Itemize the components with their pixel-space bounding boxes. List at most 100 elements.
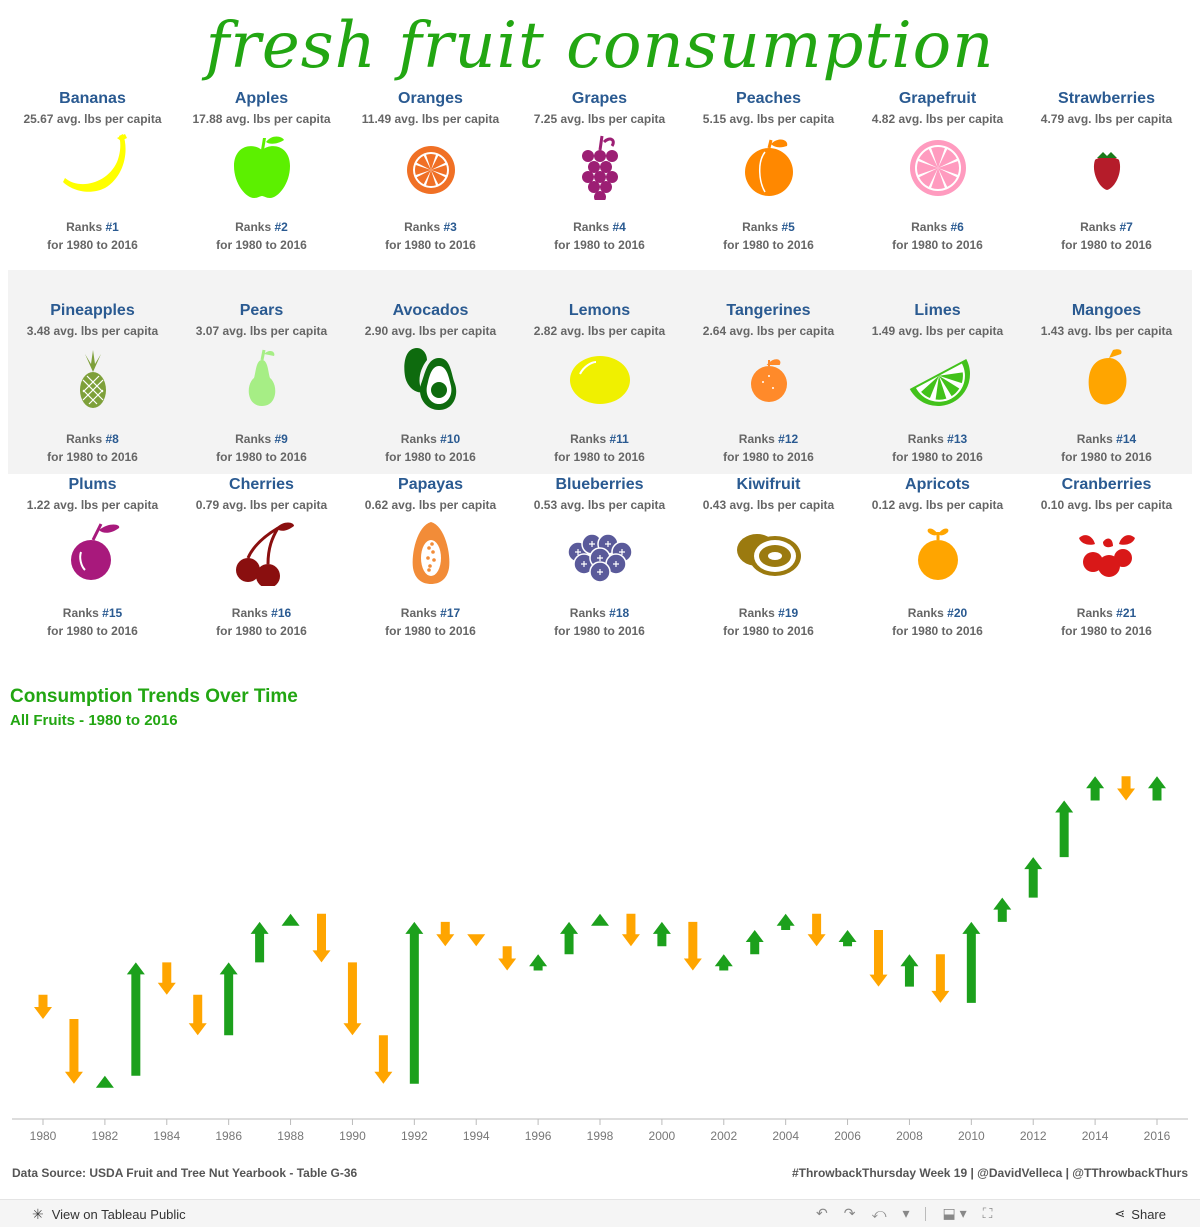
decrease-arrow[interactable]	[34, 994, 52, 1020]
fruit-card[interactable]: Pears 3.07 avg. lbs per capita Ranks #9 …	[177, 270, 346, 474]
increase-arrow[interactable]	[405, 921, 424, 1084]
view-on-tableau-link[interactable]: ✳ View on Tableau Public	[32, 1206, 186, 1223]
x-tick-label: 2000	[649, 1129, 676, 1143]
pineapple-icon	[79, 350, 106, 408]
fruit-period: for 1980 to 2016	[892, 624, 983, 638]
fruit-card[interactable]: Limes 1.49 avg. lbs per capita Ranks #13…	[853, 270, 1022, 474]
fruit-card[interactable]: Blueberries 0.53 avg. lbs per capita Ran…	[515, 474, 684, 678]
decrease-arrow[interactable]	[64, 1019, 83, 1084]
fruit-period: for 1980 to 2016	[1061, 624, 1152, 638]
increase-arrow[interactable]	[560, 921, 579, 955]
fruit-period: for 1980 to 2016	[723, 624, 814, 638]
rank-prefix: Ranks	[907, 606, 948, 620]
increase-arrow[interactable]	[900, 954, 919, 987]
fruit-card[interactable]: Peaches 5.15 avg. lbs per capita Ranks #…	[684, 88, 853, 292]
fruit-rank: Ranks #2	[177, 220, 346, 234]
decrease-arrow[interactable]	[188, 994, 207, 1036]
revert-icon[interactable]: ⤺	[871, 1205, 887, 1221]
fruit-avg: 0.43 avg. lbs per capita	[702, 498, 835, 512]
increase-arrow[interactable]	[250, 921, 269, 963]
fruit-period: for 1980 to 2016	[1061, 238, 1152, 252]
decrease-arrow[interactable]	[1117, 776, 1136, 801]
fruit-card[interactable]: Oranges 11.49 avg. lbs per capita Ranks …	[346, 88, 515, 292]
increase-arrow[interactable]	[1024, 857, 1043, 898]
fruit-card[interactable]: Pineapples 3.48 avg. lbs per capita Rank…	[8, 270, 177, 474]
rank-number: #12	[778, 432, 799, 446]
fruit-card[interactable]: Apricots 0.12 avg. lbs per capita Ranks …	[853, 474, 1022, 678]
fruit-period: for 1980 to 2016	[47, 450, 138, 464]
rank-number: #10	[440, 432, 461, 446]
fruit-card[interactable]: Bananas 25.67 avg. lbs per capita Ranks …	[8, 88, 177, 292]
increase-arrow[interactable]	[652, 921, 671, 947]
increase-arrow[interactable]	[281, 913, 300, 926]
fruit-card[interactable]: Plums 1.22 avg. lbs per capita Ranks #15…	[8, 474, 177, 678]
fruit-avg: 0.10 avg. lbs per capita	[1040, 498, 1173, 512]
decrease-arrow[interactable]	[869, 930, 888, 987]
rank-number: #21	[1116, 606, 1137, 620]
fruit-card[interactable]: Grapes 7.25 avg. lbs per capita Ranks #4…	[515, 88, 684, 292]
fruit-avg: 0.12 avg. lbs per capita	[871, 498, 1004, 512]
increase-arrow[interactable]	[126, 962, 145, 1076]
fruit-avg: 3.48 avg. lbs per capita	[26, 324, 159, 338]
fruit-avg: 3.07 avg. lbs per capita	[195, 324, 328, 338]
redo-icon[interactable]: ↷	[843, 1205, 856, 1221]
decrease-arrow[interactable]	[343, 962, 362, 1036]
fruit-card[interactable]: Tangerines 2.64 avg. lbs per capita Rank…	[684, 270, 853, 474]
increase-arrow[interactable]	[993, 897, 1012, 922]
decrease-arrow[interactable]	[498, 946, 517, 971]
fruit-card[interactable]: Cranberries 0.10 avg. lbs per capita Ran…	[1022, 474, 1191, 678]
increase-arrow[interactable]	[745, 930, 764, 955]
fruit-rank: Ranks #15	[8, 606, 177, 620]
rank-prefix: Ranks	[400, 606, 441, 620]
fruit-card[interactable]: Papayas 0.62 avg. lbs per capita Ranks #…	[346, 474, 515, 678]
refresh-icon[interactable]: ▾	[902, 1205, 910, 1221]
increase-arrow[interactable]	[95, 1075, 114, 1088]
decrease-arrow[interactable]	[374, 1035, 393, 1084]
increase-arrow[interactable]	[529, 954, 548, 971]
decrease-arrow[interactable]	[436, 921, 455, 947]
toolbar-divider	[925, 1206, 927, 1221]
increase-arrow[interactable]	[776, 913, 795, 930]
fruit-name: Blueberries	[555, 476, 644, 493]
fruit-period: for 1980 to 2016	[1061, 450, 1152, 464]
decrease-arrow[interactable]	[157, 962, 176, 995]
fruit-rank: Ranks #16	[177, 606, 346, 620]
increase-arrow[interactable]	[714, 954, 733, 971]
increase-arrow[interactable]	[591, 913, 609, 926]
increase-arrow[interactable]	[219, 962, 238, 1036]
increase-arrow[interactable]	[838, 930, 857, 947]
increase-arrow[interactable]	[962, 921, 981, 1003]
download-icon[interactable]: ⬓ ▾	[942, 1205, 967, 1221]
fruit-card[interactable]: Lemons 2.82 avg. lbs per capita Ranks #1…	[515, 270, 684, 474]
decrease-arrow[interactable]	[312, 913, 331, 963]
fruit-name: Avocados	[392, 302, 469, 319]
undo-icon[interactable]: ↶	[816, 1205, 828, 1221]
blueberries-icon	[566, 533, 633, 583]
fruit-card[interactable]: Cherries 0.79 avg. lbs per capita Ranks …	[177, 474, 346, 678]
fruit-card[interactable]: Strawberries 4.79 avg. lbs per capita Ra…	[1022, 88, 1191, 292]
fruit-avg: 4.79 avg. lbs per capita	[1040, 112, 1173, 126]
mango-icon	[1088, 349, 1126, 405]
fruit-card[interactable]: Apples 17.88 avg. lbs per capita Ranks #…	[177, 88, 346, 292]
decrease-arrow[interactable]	[621, 913, 640, 947]
decrease-arrow[interactable]	[931, 954, 950, 1003]
increase-arrow[interactable]	[1055, 800, 1074, 858]
trend-chart[interactable]: 1980 1982 1984 1986 1988 1990 1992 1994 1996 1998…	[0, 740, 1200, 1150]
fruit-period: for 1980 to 2016	[723, 450, 814, 464]
rank-prefix: Ranks	[400, 432, 441, 446]
fullscreen-icon[interactable]: ⛶	[982, 1205, 993, 1221]
fruit-card[interactable]: Kiwifruit 0.43 avg. lbs per capita Ranks…	[684, 474, 853, 678]
decrease-arrow[interactable]	[807, 913, 826, 947]
decrease-arrow[interactable]	[467, 934, 486, 947]
increase-arrow[interactable]	[1086, 776, 1105, 801]
share-button[interactable]: ⋖ Share	[1114, 1206, 1166, 1222]
x-tick-label: 1994	[463, 1129, 490, 1143]
fruit-card[interactable]: Mangoes 1.43 avg. lbs per capita Ranks #…	[1022, 270, 1191, 474]
fruit-card[interactable]: Grapefruit 4.82 avg. lbs per capita Rank…	[853, 88, 1022, 292]
x-tick-label: 1998	[587, 1129, 614, 1143]
fruit-card[interactable]: Avocados 2.90 avg. lbs per capita Ranks …	[346, 270, 515, 474]
banana-icon	[62, 134, 127, 192]
rank-prefix: Ranks	[235, 432, 275, 446]
decrease-arrow[interactable]	[683, 921, 702, 971]
increase-arrow[interactable]	[1148, 776, 1166, 801]
